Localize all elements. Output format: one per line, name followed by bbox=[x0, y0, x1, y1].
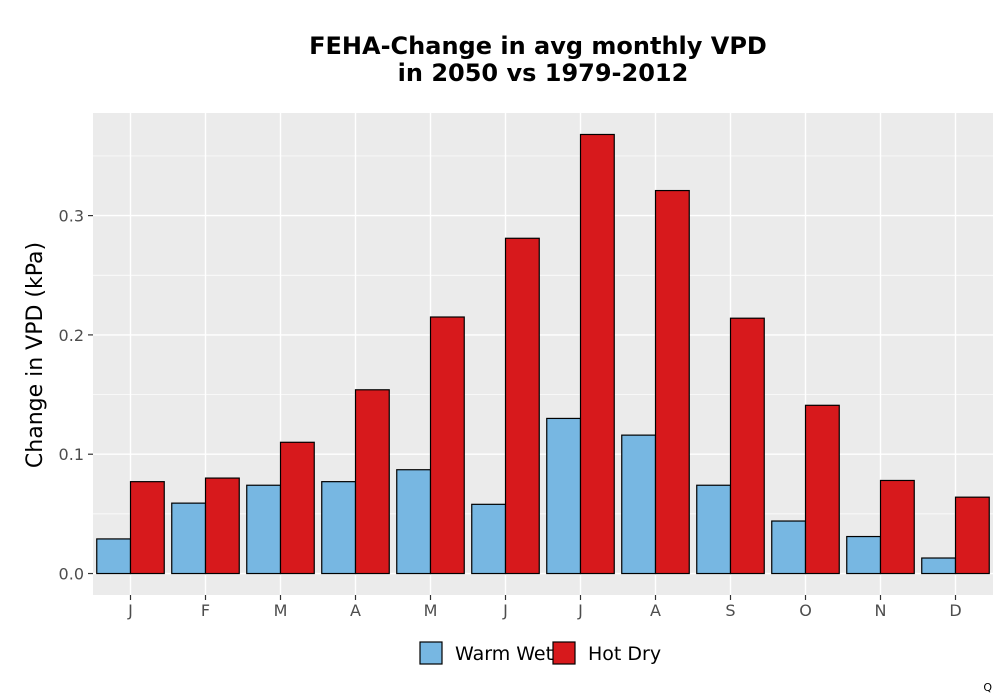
bar-warm-wet bbox=[621, 434, 657, 575]
bar-warm-wet bbox=[846, 535, 882, 575]
bar-warm-wet bbox=[921, 557, 957, 575]
legend-swatch-hot-dry bbox=[552, 641, 576, 665]
bar-warm-wet bbox=[471, 503, 507, 575]
bars bbox=[96, 133, 990, 575]
bar-hot-dry bbox=[354, 389, 390, 575]
y-axis: 0.0 0.1 0.2 0.3 bbox=[59, 207, 93, 584]
corner-note: Q bbox=[983, 681, 992, 694]
x-tick-label: N bbox=[875, 601, 887, 620]
x-tick-label: J bbox=[577, 601, 583, 620]
x-tick-label: J bbox=[127, 601, 133, 620]
legend-label: Hot Dry bbox=[588, 643, 661, 665]
y-tick-label: 0.2 bbox=[59, 326, 84, 345]
bar-warm-wet bbox=[96, 538, 132, 575]
bar-hot-dry bbox=[879, 479, 915, 575]
x-tick-label: M bbox=[274, 601, 288, 620]
bar-hot-dry bbox=[654, 189, 690, 575]
bar-warm-wet bbox=[546, 417, 582, 575]
x-tick-label: A bbox=[350, 601, 361, 620]
bar-warm-wet bbox=[696, 484, 732, 575]
chart-subtitle: in 2050 vs 1979-2012 bbox=[398, 59, 689, 87]
bar-hot-dry bbox=[129, 481, 165, 575]
plot-panel bbox=[93, 113, 993, 595]
bar-hot-dry bbox=[729, 317, 765, 575]
bar-hot-dry bbox=[504, 237, 540, 575]
bar-warm-wet bbox=[771, 520, 807, 575]
x-tick-label: A bbox=[650, 601, 661, 620]
legend: Warm Wet Hot Dry bbox=[419, 641, 661, 665]
bar-warm-wet bbox=[321, 481, 357, 575]
bar-hot-dry bbox=[204, 477, 240, 575]
y-axis-label: Change in VPD (kPa) bbox=[23, 242, 48, 468]
y-tick-label: 0.3 bbox=[59, 207, 84, 226]
bar-warm-wet bbox=[396, 469, 432, 575]
x-tick-label: D bbox=[949, 601, 961, 620]
legend-label: Warm Wet bbox=[455, 643, 553, 665]
bar-warm-wet bbox=[246, 484, 282, 575]
x-tick-label: S bbox=[725, 601, 735, 620]
x-tick-label: O bbox=[799, 601, 812, 620]
x-tick-label: J bbox=[502, 601, 508, 620]
x-tick-label: M bbox=[424, 601, 438, 620]
y-tick-label: 0.0 bbox=[59, 565, 84, 584]
legend-swatch-warm-wet bbox=[419, 641, 443, 665]
y-tick-label: 0.1 bbox=[59, 445, 84, 464]
bar-hot-dry bbox=[279, 441, 315, 575]
x-tick-label: F bbox=[201, 601, 210, 620]
bar-warm-wet bbox=[171, 502, 207, 575]
bar-hot-dry bbox=[429, 316, 465, 575]
chart-title: FEHA-Change in avg monthly VPD bbox=[309, 32, 767, 60]
bar-hot-dry bbox=[954, 496, 990, 575]
bar-hot-dry bbox=[579, 133, 615, 575]
bar-hot-dry bbox=[804, 404, 840, 575]
